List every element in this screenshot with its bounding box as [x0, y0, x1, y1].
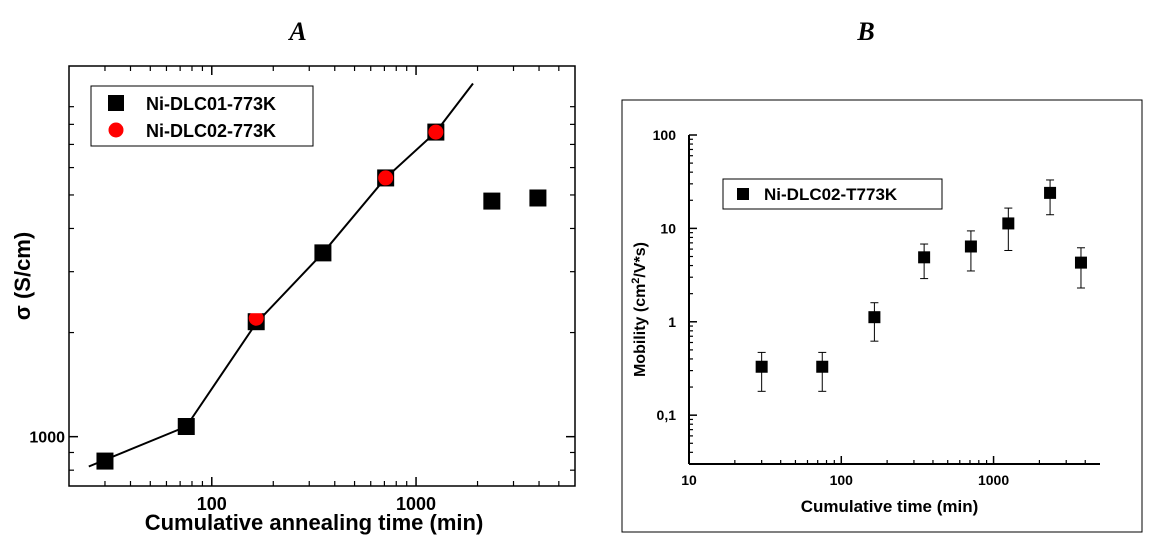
plot-frame-a	[68, 65, 576, 487]
data-point-ni-dlc02	[428, 124, 444, 140]
legend-b: Ni-DLC02-T773K	[722, 178, 943, 210]
data-point-ni-dlc01	[529, 189, 547, 207]
data-point-ni-dlc02-t773k	[755, 360, 768, 373]
legend-label-ni-dlc02-t773k: Ni-DLC02-T773K	[764, 185, 898, 204]
data-point-ni-dlc02	[530, 150, 546, 166]
data-point-ni-dlc02-t773k	[1002, 217, 1015, 230]
data-point-ni-dlc02-t773k	[918, 251, 931, 264]
data-point-ni-dlc01	[96, 452, 114, 470]
x-tick-label-a: 100	[197, 494, 227, 514]
data-point-ni-dlc02-t773k	[964, 240, 977, 253]
y-axis-title-a: σ (S/cm)	[10, 232, 35, 320]
data-point-ni-dlc01	[314, 244, 332, 262]
y-tick-label-a: 1000	[29, 430, 65, 447]
data-point-ni-dlc02	[484, 135, 500, 151]
data-point-ni-dlc02	[315, 196, 331, 212]
legend-box-b	[722, 178, 943, 210]
data-point-ni-dlc02-t773k	[1044, 186, 1057, 199]
legend-box-a	[90, 85, 314, 147]
data-point-ni-dlc02	[178, 376, 194, 392]
data-point-ni-dlc01	[177, 418, 195, 436]
y-tick-label-b: 0,1	[657, 407, 677, 423]
x-axis-title-b: Cumulative time (min)	[801, 497, 979, 516]
data-point-ni-dlc01	[483, 192, 501, 210]
legend-marker-ni-dlc01	[108, 95, 124, 111]
panel-label-b: B	[856, 17, 874, 46]
chart-b: 10 100 1000 0,1 1 10 100 Cumulative time (min) M…	[621, 99, 1143, 533]
data-point-ni-dlc02	[378, 170, 394, 186]
y-axis-title-b: Mobility (cm2/V*s)	[630, 242, 649, 377]
data-point-ni-dlc02-t773k	[868, 311, 881, 324]
x-tick-label-b: 1000	[978, 472, 1009, 488]
legend-marker-ni-dlc02	[108, 122, 124, 138]
data-point-ni-dlc02-t773k	[1074, 256, 1087, 269]
y-tick-label-b: 100	[653, 127, 677, 143]
x-tick-label-b: 10	[681, 472, 697, 488]
y-tick-label-b: 10	[660, 220, 676, 236]
legend-marker-ni-dlc02-t773k	[737, 188, 749, 200]
legend-label-ni-dlc01: Ni-DLC01-773K	[146, 94, 276, 114]
x-axis-title-a: Cumulative annealing time (min)	[145, 510, 484, 535]
legend-a: Ni-DLC01-773K Ni-DLC02-773K	[90, 85, 314, 147]
x-tick-label-b: 100	[830, 472, 854, 488]
y-axis-title-b-tail: /V*s)	[632, 242, 649, 278]
data-point-ni-dlc02	[248, 310, 264, 326]
legend-label-ni-dlc02: Ni-DLC02-773K	[146, 121, 276, 141]
x-tick-label-a: 1000	[396, 494, 436, 514]
y-tick-label-b: 1	[668, 314, 676, 330]
data-point-ni-dlc02	[97, 424, 113, 440]
panel-label-a: A	[287, 17, 306, 46]
y-axis-title-b-base: Mobility (cm	[632, 284, 649, 377]
data-point-ni-dlc02-t773k	[816, 360, 829, 373]
y-axis-title-b-sup: 2	[630, 278, 642, 284]
figure-border-b	[621, 99, 1143, 533]
